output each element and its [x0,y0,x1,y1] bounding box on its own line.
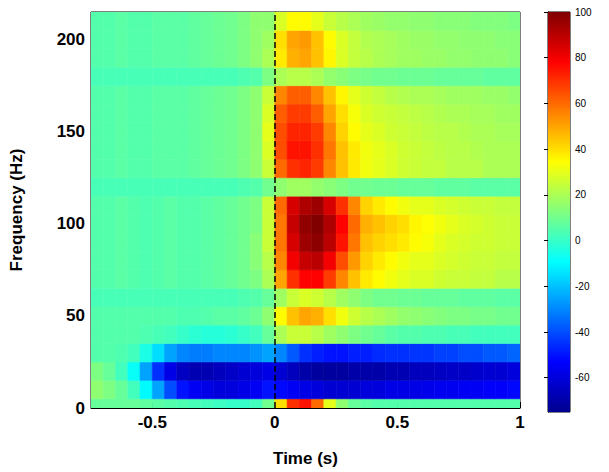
svg-text:80: 80 [575,52,587,63]
svg-text:0: 0 [270,413,279,432]
svg-text:40: 40 [575,144,587,155]
svg-text:200: 200 [57,30,85,49]
svg-text:20: 20 [575,189,587,200]
svg-text:1: 1 [515,413,524,432]
svg-text:100: 100 [57,214,85,233]
svg-text:50: 50 [66,306,85,325]
svg-text:-20: -20 [575,281,590,292]
svg-text:Time (s): Time (s) [273,449,338,468]
svg-text:-60: -60 [575,372,590,383]
svg-text:-40: -40 [575,327,590,338]
svg-text:150: 150 [57,122,85,141]
svg-text:100: 100 [575,7,592,18]
svg-text:60: 60 [575,98,587,109]
svg-text:-0.5: -0.5 [138,413,167,432]
svg-text:0.5: 0.5 [386,413,410,432]
svg-text:Frequency (Hz): Frequency (Hz) [7,149,26,272]
svg-text:0: 0 [575,235,581,246]
svg-text:0: 0 [76,399,85,418]
